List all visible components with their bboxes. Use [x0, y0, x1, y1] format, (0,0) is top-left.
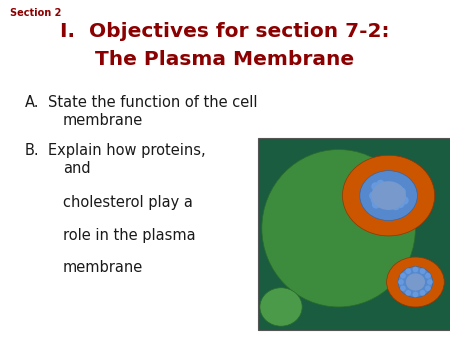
Circle shape — [387, 182, 395, 190]
Text: cholesterol play a: cholesterol play a — [63, 195, 193, 210]
Text: B.: B. — [25, 143, 40, 158]
Ellipse shape — [387, 257, 444, 307]
Circle shape — [394, 185, 402, 193]
Circle shape — [400, 196, 409, 204]
Text: membrane: membrane — [63, 113, 143, 128]
Circle shape — [397, 187, 406, 196]
Circle shape — [400, 273, 406, 279]
Circle shape — [390, 183, 399, 191]
Ellipse shape — [342, 155, 435, 236]
Circle shape — [369, 191, 378, 200]
Circle shape — [427, 279, 433, 285]
Circle shape — [382, 201, 391, 209]
Circle shape — [376, 180, 385, 188]
Text: Section 2: Section 2 — [10, 8, 61, 18]
Text: State the function of the cell: State the function of the cell — [48, 95, 257, 110]
Text: A.: A. — [25, 95, 40, 110]
Circle shape — [405, 290, 411, 296]
Circle shape — [413, 267, 419, 272]
Circle shape — [392, 202, 400, 210]
Circle shape — [397, 191, 406, 200]
Circle shape — [371, 182, 380, 191]
Circle shape — [371, 195, 379, 204]
Ellipse shape — [371, 181, 406, 210]
Circle shape — [386, 201, 395, 209]
Circle shape — [425, 285, 431, 291]
Circle shape — [405, 268, 411, 274]
Circle shape — [382, 182, 391, 190]
Circle shape — [420, 290, 426, 296]
Circle shape — [398, 279, 404, 285]
Circle shape — [400, 285, 406, 291]
Circle shape — [420, 268, 426, 274]
Circle shape — [379, 199, 387, 208]
Ellipse shape — [262, 149, 415, 307]
Circle shape — [372, 200, 380, 209]
Ellipse shape — [360, 171, 417, 221]
Text: role in the plasma: role in the plasma — [63, 228, 196, 243]
Ellipse shape — [398, 267, 433, 297]
Text: The Plasma Membrane: The Plasma Membrane — [95, 50, 355, 69]
Text: I.  Objectives for section 7-2:: I. Objectives for section 7-2: — [60, 22, 390, 41]
Text: Explain how proteins,: Explain how proteins, — [48, 143, 206, 158]
Circle shape — [374, 188, 383, 197]
Ellipse shape — [406, 273, 425, 291]
Circle shape — [396, 200, 405, 208]
Ellipse shape — [260, 288, 302, 326]
Circle shape — [413, 292, 419, 297]
Bar — [258, 138, 450, 330]
Text: membrane: membrane — [63, 260, 143, 275]
Circle shape — [425, 273, 431, 279]
Text: and: and — [63, 161, 90, 176]
